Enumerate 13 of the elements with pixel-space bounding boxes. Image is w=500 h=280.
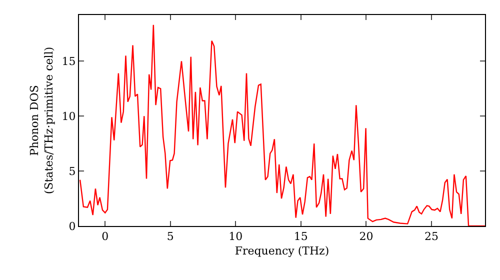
x-tick-label: 0 xyxy=(102,230,109,244)
line-series xyxy=(79,24,485,226)
x-tick-label: 25 xyxy=(424,230,438,244)
y-tick-label: 5 xyxy=(68,164,76,178)
y-tick-label: 15 xyxy=(62,55,76,68)
y-tick-label: 10 xyxy=(62,110,76,123)
y-tick-label: 0 xyxy=(68,220,76,233)
x-tick-label: 5 xyxy=(166,230,174,244)
x-axis-title: Frequency (THz) xyxy=(234,244,330,258)
x-tick-label: 15 xyxy=(294,230,308,244)
x-tick-label: 10 xyxy=(228,230,243,244)
x-tick-label: 20 xyxy=(359,230,374,244)
y-axis-title: Phonon DOS (States/THz·primitive cell) xyxy=(28,46,56,194)
